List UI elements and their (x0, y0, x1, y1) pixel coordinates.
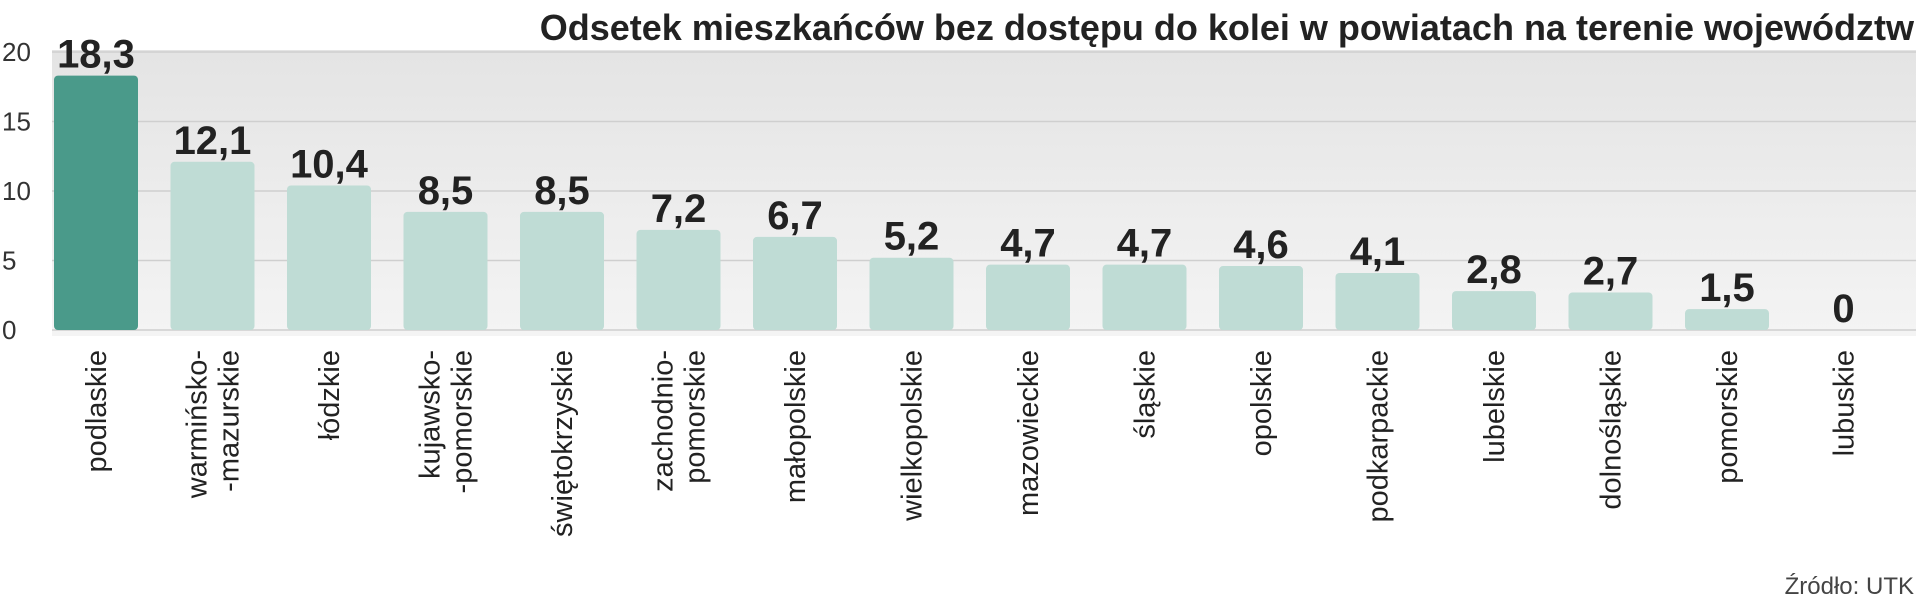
category-label: wielkopolskie (897, 350, 929, 522)
bar (1685, 309, 1769, 330)
category-label: podkarpackie (1363, 350, 1395, 523)
category-label: warmińsko- -mazurskie (182, 350, 246, 499)
bar (1452, 291, 1536, 330)
bar (170, 161, 255, 330)
category-label-line: podlaskie (81, 350, 113, 473)
data-label: 1,5 (1699, 266, 1755, 310)
category-label-line: -pomorskie (447, 350, 479, 493)
category-label-line: opolskie (1246, 350, 1278, 456)
data-label: 4,1 (1350, 230, 1406, 274)
data-label: 8,5 (418, 169, 474, 213)
bar (1219, 266, 1303, 330)
value-labels: 18,3 12,1 10,4 8,5 8,5 7,2 6,7 5,2 4,7 4,7 4,6 4,1 2… (57, 33, 1855, 331)
bar (520, 211, 604, 330)
data-label: 6,7 (767, 194, 823, 238)
category-label: małopolskie (780, 350, 812, 503)
bar (753, 236, 837, 330)
category-label: pomorskie (1712, 350, 1744, 484)
y-tick-label: 20 (2, 37, 31, 67)
data-label: 4,7 (1117, 222, 1173, 266)
data-label: 10,4 (290, 142, 369, 186)
data-label: 4,7 (1000, 222, 1056, 266)
y-tick-label: 0 (2, 315, 16, 345)
data-label: 18,3 (57, 33, 135, 77)
category-label-line: pomorskie (680, 350, 712, 484)
bars (54, 75, 1769, 330)
bar (1568, 292, 1653, 330)
category-label: mazowieckie (1013, 350, 1045, 516)
category-label: łódzkie (314, 350, 346, 440)
data-label: 8,5 (534, 169, 590, 213)
category-label-line: łódzkie (314, 350, 346, 440)
category-label-line: śląskie (1130, 350, 1162, 439)
category-label: podlaskie (81, 350, 113, 473)
category-label-line: zachodnio- (648, 350, 680, 492)
y-tick-label: 10 (2, 176, 31, 206)
y-axis-ticks: 0 5 10 15 20 (2, 37, 31, 345)
category-label-line: -mazurskie (214, 350, 246, 492)
category-label-line: pomorskie (1712, 350, 1744, 484)
category-labels: podlaskie warmińsko- -mazurskie łódzkie kuja… (81, 350, 1861, 537)
category-label-line: wielkopolskie (897, 350, 929, 522)
bar (54, 75, 138, 330)
data-label: 7,2 (651, 187, 707, 231)
category-label: świętokrzyskie (547, 350, 579, 537)
category-label-line: małopolskie (780, 350, 812, 503)
data-label: 12,1 (174, 119, 252, 163)
category-label-line: kujawsko- (415, 350, 447, 479)
bar (1335, 273, 1420, 330)
data-label: 5,2 (884, 215, 940, 259)
bar (986, 264, 1070, 330)
category-label-line: mazowieckie (1013, 350, 1045, 516)
category-label: zachodnio-pomorskie (648, 350, 712, 492)
y-tick-label: 15 (2, 107, 31, 137)
data-label: 2,7 (1583, 249, 1639, 293)
category-label: śląskie (1130, 350, 1162, 439)
category-label-line: lubelskie (1479, 350, 1511, 463)
data-label: 0 (1832, 287, 1854, 331)
bar (403, 211, 488, 330)
category-label-line: podkarpackie (1363, 350, 1395, 523)
category-label-line: warmińsko- (182, 350, 214, 499)
bar (869, 257, 954, 330)
category-label-line: lubuskie (1829, 350, 1861, 456)
y-tick-label: 5 (2, 246, 16, 276)
category-label: lubelskie (1479, 350, 1511, 463)
category-label: lubuskie (1829, 350, 1861, 456)
chart-title: Odsetek mieszkańców bez dostępu do kolei… (540, 7, 1915, 48)
bar (287, 185, 371, 330)
data-label: 4,6 (1233, 223, 1289, 267)
category-label: opolskie (1246, 350, 1278, 456)
source-note: Źródło: UTK (1785, 573, 1914, 600)
category-label-line: dolnośląskie (1596, 350, 1628, 510)
bar (1102, 264, 1187, 330)
category-label: dolnośląskie (1596, 350, 1628, 510)
bar (636, 229, 721, 330)
category-label-line: świętokrzyskie (547, 350, 579, 537)
category-label: kujawsko- -pomorskie (415, 350, 479, 493)
data-label: 2,8 (1466, 248, 1522, 292)
